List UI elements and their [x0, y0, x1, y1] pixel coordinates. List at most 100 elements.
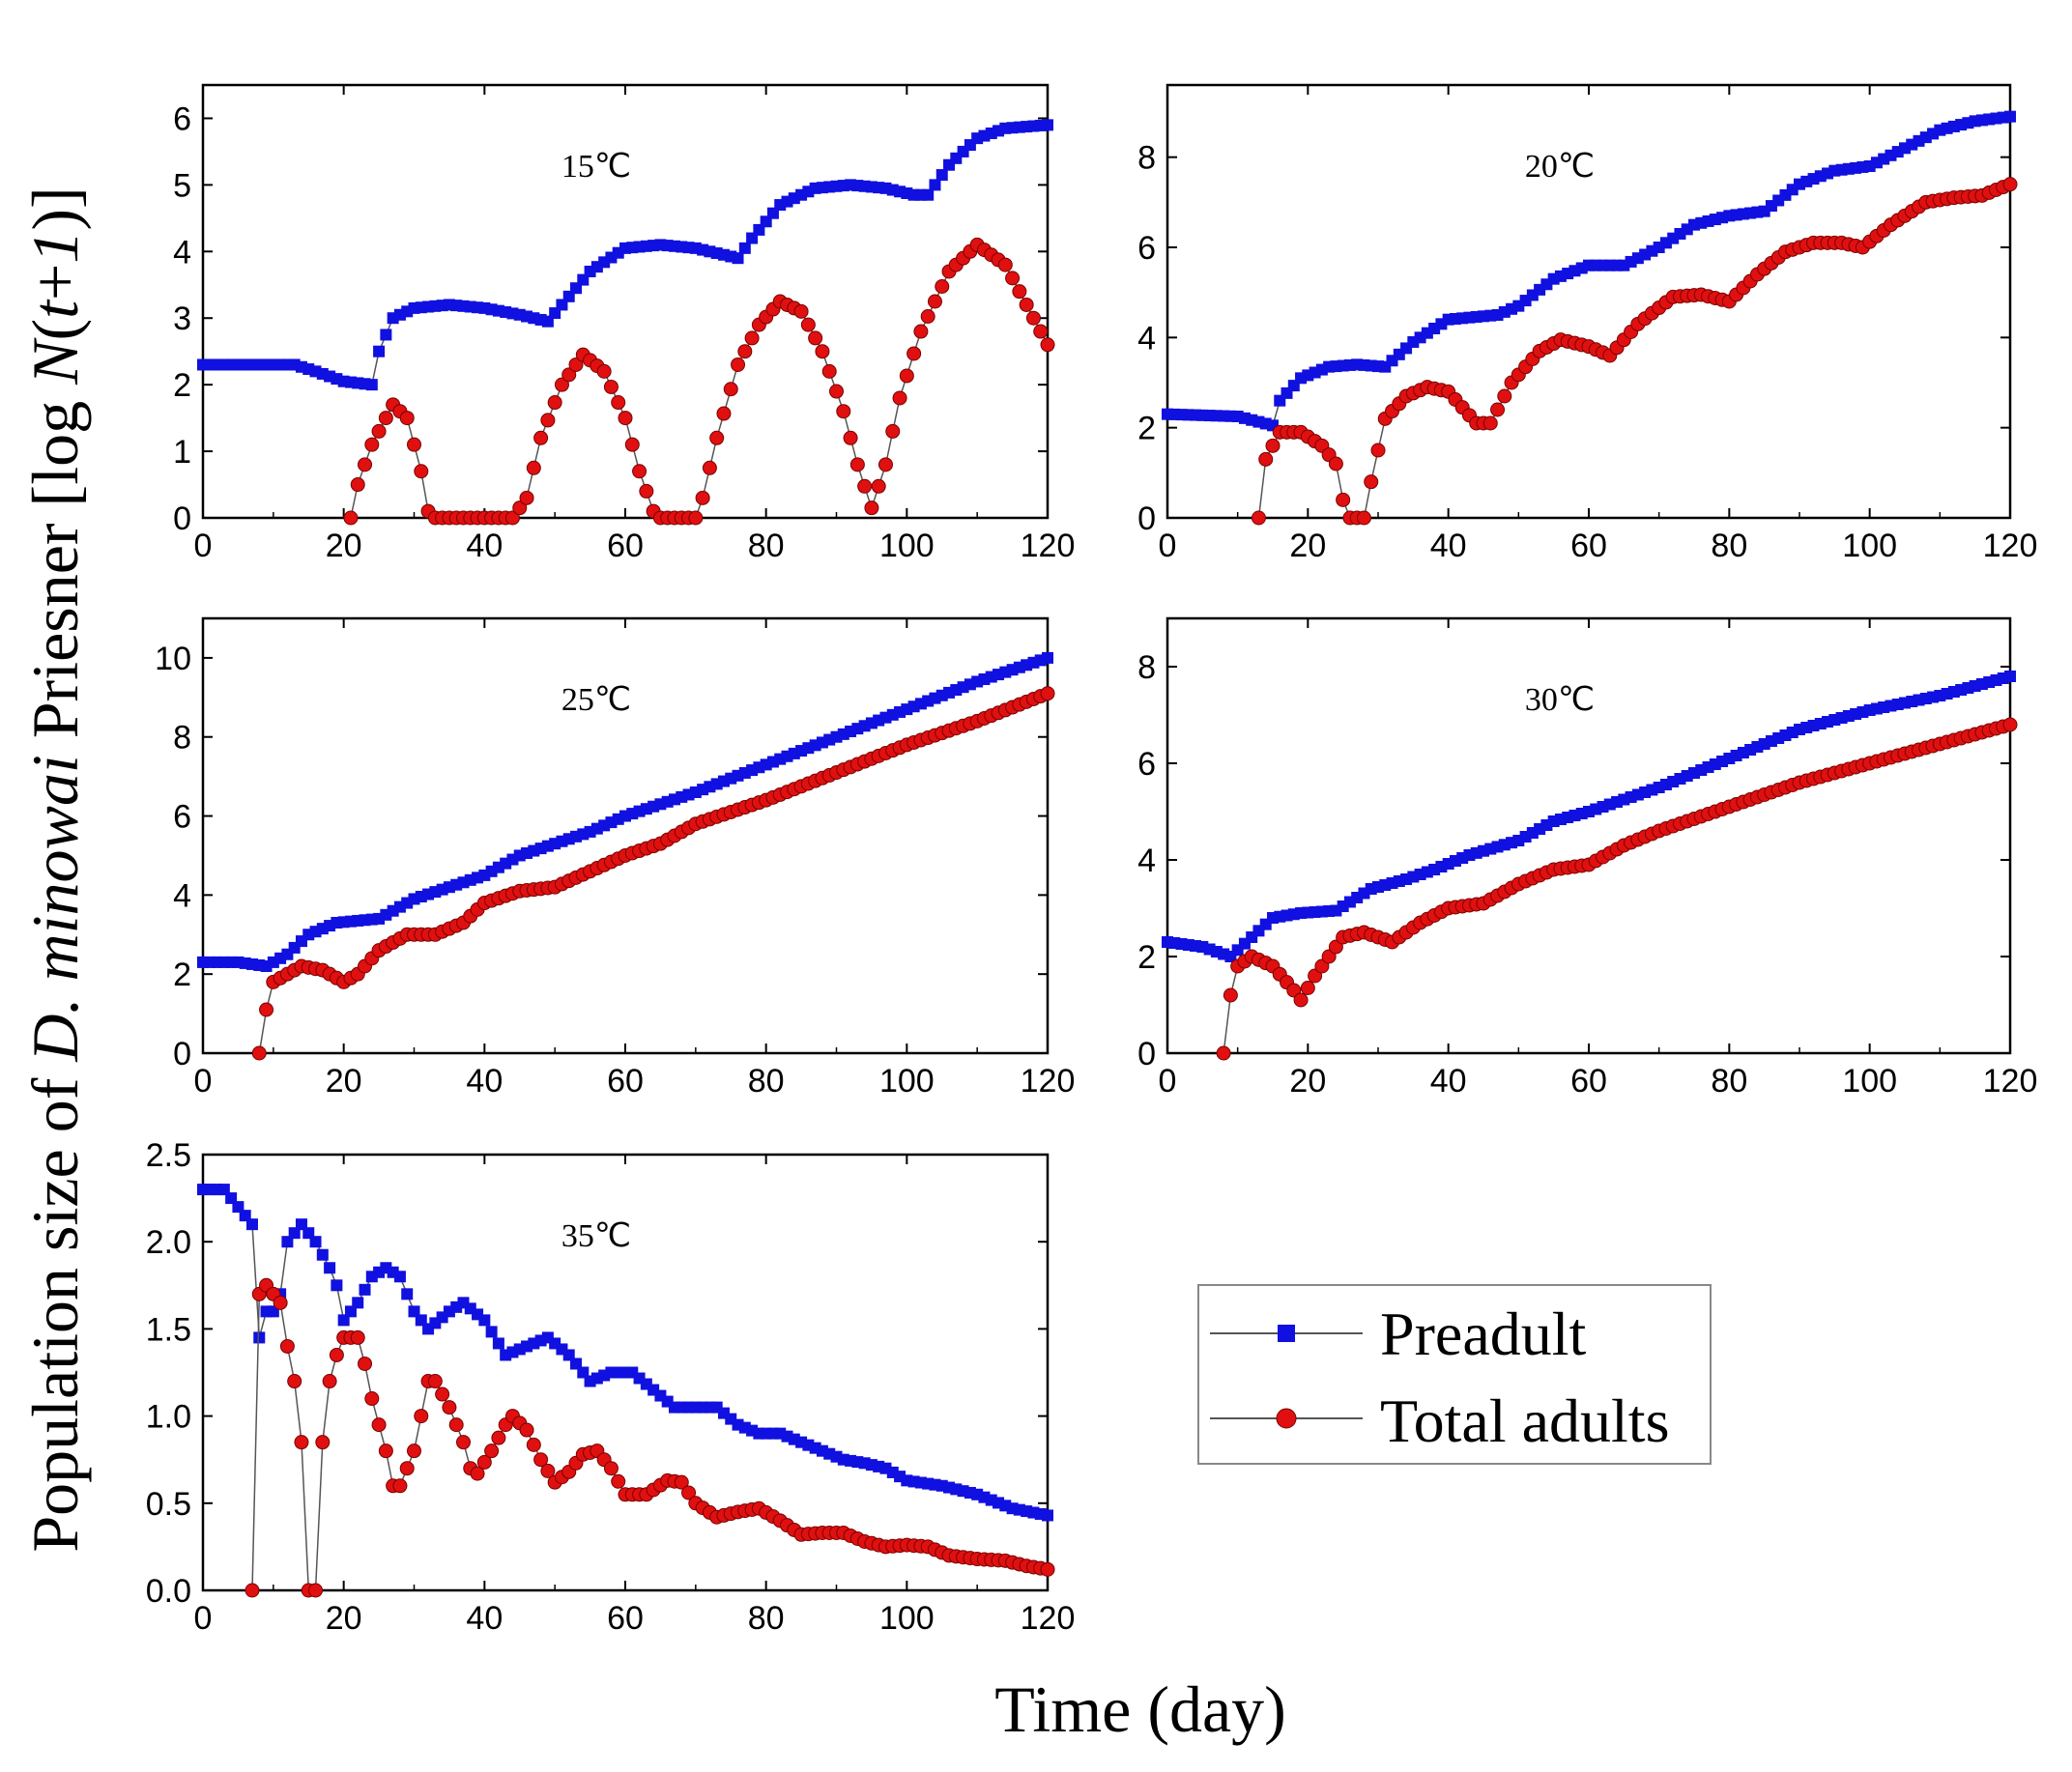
adult-point — [1300, 981, 1315, 995]
x-tick-label: 0 — [194, 1600, 213, 1637]
adult-point — [512, 500, 528, 516]
adult-point — [378, 411, 393, 426]
y-tick-label: 4 — [1137, 320, 1156, 357]
x-tick-label: 80 — [748, 1063, 785, 1100]
adult-point — [843, 430, 858, 445]
legend: Preadult Total adults — [1197, 1284, 1712, 1465]
preadult-point — [365, 379, 378, 391]
adult-point — [358, 457, 373, 472]
y-tick-label: 2.5 — [146, 1137, 191, 1174]
preadult-point — [978, 129, 991, 142]
adult-point — [414, 464, 429, 479]
x-tick-label: 80 — [1711, 528, 1747, 564]
adult-point — [1490, 402, 1506, 417]
y-tick-label: 1.5 — [146, 1311, 191, 1348]
x-tick-label: 80 — [1711, 1063, 1747, 1100]
adult-point — [484, 1443, 500, 1459]
preadult-point — [697, 243, 709, 256]
adult-point — [322, 1374, 337, 1389]
adult-point — [829, 384, 844, 399]
adult-point — [1223, 987, 1238, 1003]
x-tick-label: 0 — [1159, 528, 1177, 564]
preadult-point — [2004, 110, 2016, 123]
adult-point — [611, 1473, 626, 1489]
adult-point — [358, 1356, 373, 1371]
preadult-point — [485, 1326, 498, 1338]
adult-point — [1040, 337, 1055, 353]
y-tick-label: 6 — [1137, 746, 1156, 783]
adult-point — [800, 317, 816, 332]
y-tick-label: 3 — [173, 300, 191, 337]
adult-point — [378, 1443, 393, 1459]
adult-point — [399, 1461, 415, 1476]
adult-point — [568, 357, 584, 372]
preadult-point — [2004, 671, 2016, 682]
y-tick-label: 10 — [155, 641, 191, 677]
panel-title-25c: 25℃ — [561, 682, 631, 718]
preadult-point — [288, 1227, 301, 1240]
x-tick-label: 80 — [748, 1600, 785, 1637]
legend-box — [1197, 1284, 1712, 1465]
adult-point — [935, 278, 950, 294]
preadult-point — [352, 1297, 364, 1309]
adult-point — [350, 477, 365, 493]
y-tick-label: 0 — [173, 1036, 191, 1072]
adult-point — [639, 483, 654, 499]
adult-point — [371, 423, 387, 439]
adult-point — [737, 344, 753, 359]
preadult-point — [359, 1283, 371, 1296]
adult-point — [1251, 510, 1266, 526]
adult-point — [744, 330, 760, 346]
adult-point — [709, 430, 725, 445]
adult-point — [526, 1437, 541, 1452]
adult-point — [273, 1295, 288, 1310]
adult-point — [1012, 284, 1027, 300]
x-tick-label: 20 — [1289, 528, 1326, 564]
adult-point — [364, 437, 380, 452]
adult-point — [1497, 388, 1512, 404]
y-tick-label: 8 — [1137, 649, 1156, 686]
x-tick-label: 40 — [466, 1063, 503, 1100]
adult-point — [245, 1583, 260, 1598]
preadult-point — [1659, 237, 1672, 249]
preadult-point — [732, 252, 744, 265]
adult-point — [414, 1409, 429, 1424]
adult-point — [624, 437, 640, 452]
adult-point — [1025, 310, 1041, 326]
preadult-point — [217, 1184, 230, 1196]
y-tick-label: 2 — [173, 957, 191, 993]
adult-point — [997, 257, 1013, 272]
adult-point — [519, 1422, 534, 1438]
x-tick-label: 100 — [1842, 1063, 1897, 1100]
adult-point — [821, 363, 837, 379]
preadult-point — [415, 1314, 427, 1327]
x-tick-label: 100 — [879, 1600, 935, 1637]
adult-point — [871, 478, 886, 494]
x-tick-label: 0 — [194, 1063, 213, 1100]
adult-point — [526, 460, 541, 475]
adult-point — [2002, 717, 2018, 732]
adult-point — [885, 423, 901, 439]
adult-point — [294, 1435, 309, 1450]
x-tick-label: 0 — [1159, 1063, 1177, 1100]
x-tick-label: 100 — [1842, 528, 1897, 564]
y-tick-label: 6 — [1137, 230, 1156, 267]
panel-20c: 0 20 40 60 80 100 120 0 2 4 6 8 20℃ — [1137, 83, 2037, 564]
preadult-point — [316, 1248, 329, 1261]
adult-point — [476, 1454, 492, 1470]
adult-point — [1265, 438, 1281, 453]
adult-point — [1328, 456, 1343, 472]
preadult-point — [704, 245, 716, 258]
adult-point — [308, 1583, 324, 1598]
adult-point — [1040, 686, 1055, 701]
adult-point — [1258, 451, 1274, 467]
preadult-point — [640, 240, 652, 252]
adults-line-30c — [1223, 724, 2011, 1054]
adult-point — [371, 1417, 387, 1433]
x-tick-label: 100 — [879, 528, 935, 564]
adult-point — [1314, 958, 1330, 974]
adult-point — [1033, 324, 1049, 339]
preadult-point — [302, 1227, 315, 1240]
y-tick-label: 1 — [173, 434, 191, 471]
